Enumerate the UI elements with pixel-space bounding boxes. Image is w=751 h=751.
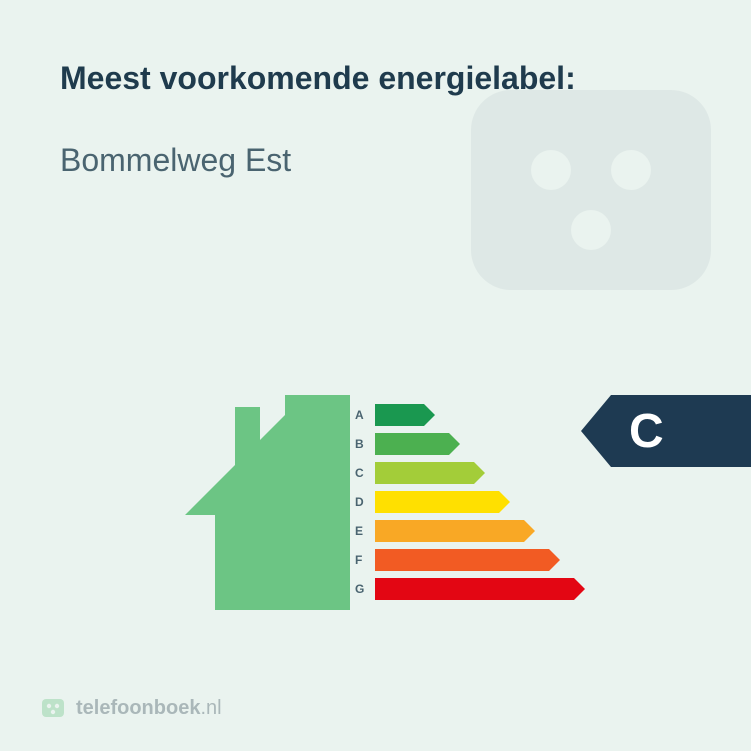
house-icon bbox=[175, 395, 350, 610]
bar-shape bbox=[375, 520, 535, 542]
selected-label-text: C bbox=[611, 404, 664, 459]
bar-shape bbox=[375, 491, 510, 513]
bar-shape bbox=[375, 549, 560, 571]
bar-letter: A bbox=[355, 408, 375, 422]
bar-shape bbox=[375, 462, 485, 484]
bar-letter: B bbox=[355, 437, 375, 451]
bar-shape bbox=[375, 404, 435, 426]
bar-letter: C bbox=[355, 466, 375, 480]
page-title: Meest voorkomende energielabel: bbox=[60, 60, 691, 97]
energy-bars: A B C D E F G bbox=[355, 401, 585, 604]
bar-shape bbox=[375, 433, 460, 455]
bar-letter: D bbox=[355, 495, 375, 509]
energy-bar-e: E bbox=[355, 517, 585, 545]
energy-bar-d: D bbox=[355, 488, 585, 516]
bar-letter: E bbox=[355, 524, 375, 538]
footer-brand-normal: .nl bbox=[200, 697, 221, 719]
energy-bar-a: A bbox=[355, 401, 585, 429]
energy-bar-g: G bbox=[355, 575, 585, 603]
footer: telefoonboek.nl bbox=[40, 695, 222, 721]
energy-bar-b: B bbox=[355, 430, 585, 458]
footer-brand: telefoonboek.nl bbox=[76, 697, 222, 720]
bar-letter: F bbox=[355, 553, 375, 567]
bar-shape bbox=[375, 578, 585, 600]
footer-brand-bold: telefoonboek bbox=[76, 697, 200, 719]
energy-label-chart: A B C D E F G C bbox=[175, 395, 751, 625]
energy-bar-f: F bbox=[355, 546, 585, 574]
subtitle: Bommelweg Est bbox=[60, 142, 691, 179]
energy-bar-c: C bbox=[355, 459, 585, 487]
footer-logo-icon bbox=[40, 695, 66, 721]
selected-label-badge: C bbox=[611, 395, 751, 467]
bar-letter: G bbox=[355, 582, 375, 596]
